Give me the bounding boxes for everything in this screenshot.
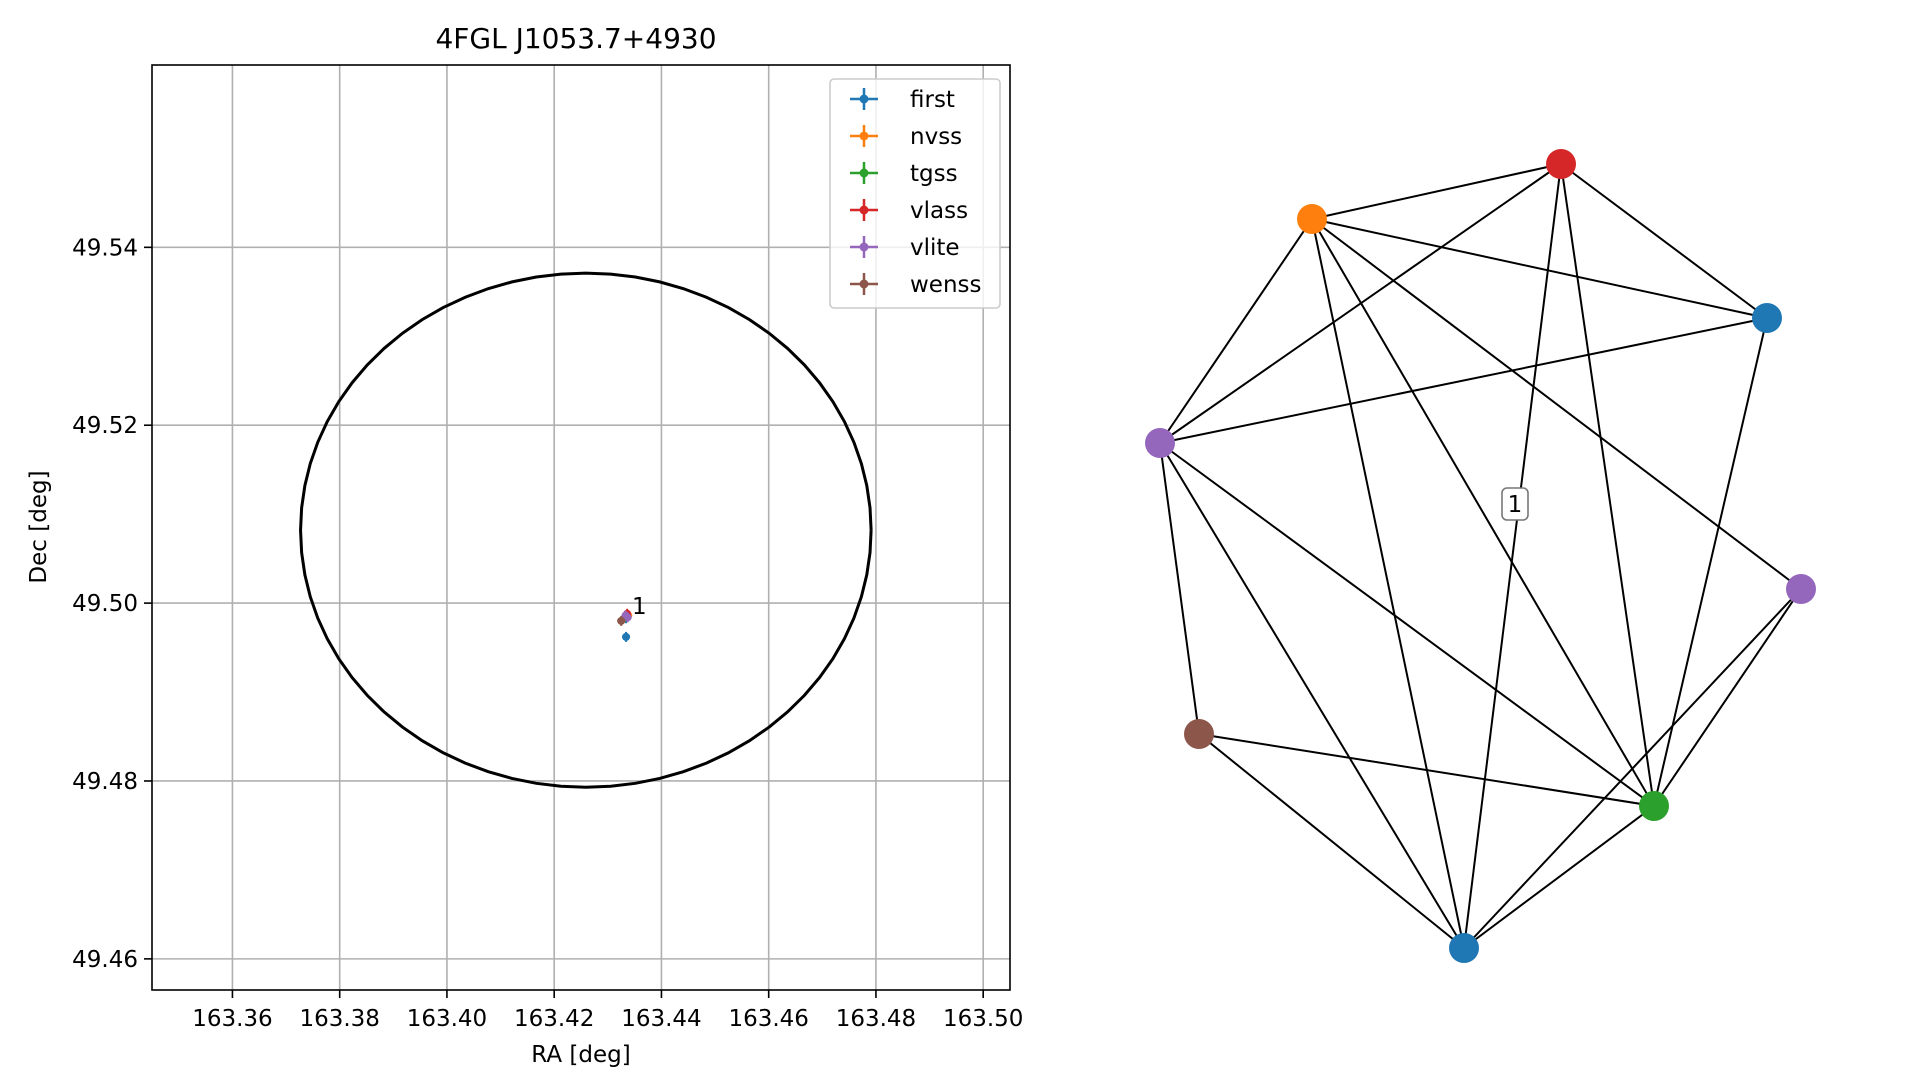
network-node-first_b bbox=[1449, 933, 1479, 963]
y-tick-label: 49.50 bbox=[72, 591, 138, 617]
legend-label-vlass: vlass bbox=[910, 198, 968, 224]
x-tick-label: 163.36 bbox=[192, 1006, 272, 1032]
network-edge bbox=[1653, 588, 1802, 807]
network-edge bbox=[1311, 218, 1655, 807]
legend-dot-wenss bbox=[859, 279, 869, 289]
network-node-vlite_b bbox=[1786, 574, 1816, 604]
legend-dot-first bbox=[859, 94, 869, 104]
network-node-wenss bbox=[1184, 719, 1214, 749]
point-annotations: 1 bbox=[632, 594, 647, 620]
legend: first nvss tgss vlass vlite wenss bbox=[829, 78, 1001, 309]
legend-dot-vlass bbox=[859, 205, 869, 215]
y-tick-label: 49.54 bbox=[72, 235, 138, 261]
legend-label-first: first bbox=[910, 87, 955, 113]
network-node-tgss bbox=[1639, 791, 1669, 821]
component-label-box bbox=[1501, 487, 1529, 521]
legend-label-wenss: wenss bbox=[910, 272, 982, 298]
network-node-nvss bbox=[1297, 204, 1327, 234]
legend-dot-nvss bbox=[859, 131, 869, 141]
network-node-vlite_a bbox=[1145, 428, 1175, 458]
network-edge bbox=[1159, 163, 1562, 444]
network-edge bbox=[1159, 442, 1200, 735]
legend-label-nvss: nvss bbox=[910, 124, 962, 150]
x-tick-label: 163.40 bbox=[407, 1006, 487, 1032]
legend-label-vlite: vlite bbox=[910, 235, 960, 261]
x-axis-label: RA [deg] bbox=[531, 1042, 630, 1068]
network-edge bbox=[1463, 163, 1562, 949]
x-tick-label: 163.38 bbox=[299, 1006, 379, 1032]
y-tick-label: 49.52 bbox=[72, 413, 138, 439]
y-axis-label: Dec [deg] bbox=[26, 470, 52, 583]
network-edge bbox=[1311, 218, 1802, 590]
network-edge bbox=[1311, 218, 1465, 949]
network-nodes bbox=[1145, 149, 1816, 963]
x-tick-label: 163.42 bbox=[514, 1006, 594, 1032]
source-marker-wenss bbox=[617, 616, 626, 625]
component-label-text: 1 bbox=[1508, 492, 1523, 518]
x-axis-ticks: 163.36 163.38 163.40 163.42 163.44 163.46 163.… bbox=[192, 990, 1023, 1032]
network-edge bbox=[1311, 218, 1768, 319]
network-edge bbox=[1159, 317, 1768, 444]
y-tick-label: 49.48 bbox=[72, 769, 138, 795]
network-edges bbox=[1159, 163, 1802, 949]
network-edge bbox=[1560, 163, 1655, 807]
network-edge bbox=[1198, 733, 1655, 807]
plot-frame bbox=[151, 64, 1011, 991]
network-edge bbox=[1198, 733, 1465, 949]
x-tick-label: 163.48 bbox=[836, 1006, 916, 1032]
source-markers bbox=[617, 608, 633, 642]
y-axis-ticks: 49.46 49.48 49.50 49.52 49.54 bbox=[72, 235, 152, 973]
legend-dot-tgss bbox=[859, 168, 869, 178]
network-edge bbox=[1463, 805, 1655, 949]
network-edge bbox=[1159, 218, 1313, 444]
legend-dot-vlite bbox=[859, 242, 869, 252]
sky-position-plot: 4FGL J1053.7+4930 163.36 163.38 163.40 163.… bbox=[26, 22, 1023, 1068]
x-tick-label: 163.50 bbox=[943, 1006, 1023, 1032]
network-edge bbox=[1159, 442, 1655, 807]
network-edge bbox=[1653, 317, 1768, 807]
point-annotation: 1 bbox=[632, 594, 647, 620]
error-ellipse bbox=[299, 271, 873, 789]
network-edge bbox=[1463, 588, 1802, 949]
crossmatch-network-graph: 1 bbox=[1145, 149, 1816, 963]
x-tick-label: 163.46 bbox=[728, 1006, 808, 1032]
legend-items: first nvss tgss vlass vlite wenss bbox=[850, 87, 982, 298]
network-edge bbox=[1560, 163, 1768, 319]
y-tick-label: 49.46 bbox=[72, 947, 138, 973]
network-edge bbox=[1311, 163, 1562, 220]
network-node-vlass bbox=[1546, 149, 1576, 179]
legend-label-tgss: tgss bbox=[910, 161, 958, 187]
source-marker-first bbox=[622, 632, 631, 641]
network-node-first_a bbox=[1752, 303, 1782, 333]
x-tick-label: 163.44 bbox=[621, 1006, 701, 1032]
source-marker-vlite bbox=[623, 613, 632, 622]
component-label: 1 bbox=[1501, 487, 1529, 521]
network-edge bbox=[1159, 442, 1465, 949]
chart-title: 4FGL J1053.7+4930 bbox=[435, 22, 716, 55]
